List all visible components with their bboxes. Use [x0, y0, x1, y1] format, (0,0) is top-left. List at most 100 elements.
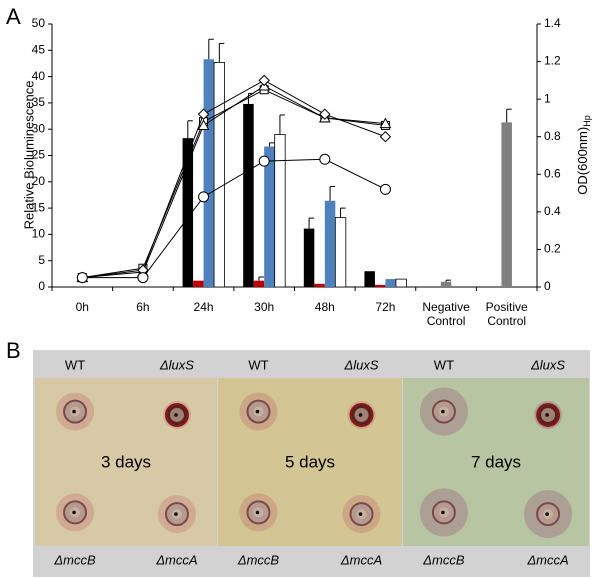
bar — [395, 278, 407, 288]
line — [82, 79, 386, 279]
day-label: 7 days — [471, 452, 521, 471]
marker — [258, 155, 270, 167]
y2-axis-title-main: OD(600nm) — [575, 127, 590, 195]
strain-label: ΔluxS — [344, 357, 379, 372]
bar — [364, 271, 375, 287]
error-bar — [445, 279, 452, 282]
marker — [319, 108, 331, 120]
line — [82, 85, 386, 279]
strain-label: WT — [434, 357, 454, 372]
y2-tick-label: 0.4 — [544, 204, 561, 218]
bar — [274, 134, 286, 288]
bar — [203, 59, 215, 287]
bar — [182, 138, 194, 287]
panel-label: B — [6, 338, 21, 363]
colony-dot — [441, 409, 445, 414]
y2-tick-label: 1.4 — [544, 16, 561, 30]
colony-dot — [72, 409, 76, 414]
error-bar — [506, 108, 512, 123]
strain-label: WT — [65, 357, 85, 372]
y2-tick-label: 0.8 — [544, 129, 561, 143]
marker — [198, 191, 210, 203]
bar — [314, 283, 325, 287]
x-tick-label: 24h — [193, 300, 214, 314]
colony-dot — [545, 413, 549, 417]
x-tick-label: 48h — [314, 300, 335, 314]
y2-tick-label: 1.2 — [544, 54, 561, 68]
y-tick-label: 35 — [32, 95, 46, 109]
x-tick-label: Positive Control — [485, 300, 528, 328]
y-tick-label: 10 — [32, 227, 46, 241]
y-tick-label: 40 — [32, 69, 46, 83]
day-label: 5 days — [285, 452, 335, 471]
y-tick-label: 0 — [38, 279, 45, 293]
strain-label: ΔmccA — [526, 552, 568, 567]
y-tick-label: 15 — [32, 200, 46, 214]
y-axis-title: Relative Bioluminescence — [21, 81, 36, 230]
bar — [303, 228, 315, 287]
marker — [379, 131, 392, 143]
line — [82, 158, 386, 279]
marker — [319, 153, 331, 165]
bar — [253, 280, 265, 287]
marker — [197, 119, 210, 130]
marker — [379, 117, 392, 129]
error-bar — [187, 120, 193, 139]
error-bar — [268, 142, 275, 147]
colony-dot — [358, 413, 363, 417]
error-bar — [279, 114, 285, 135]
y2-axis-title: OD(600nm)Hp — [575, 115, 592, 194]
strain-label: WT — [248, 357, 268, 372]
bar — [440, 281, 452, 287]
y-tick-label: 30 — [32, 121, 46, 135]
panel-label: A — [6, 4, 21, 29]
day-label: 3 days — [101, 452, 151, 471]
y2-tick-label: 1 — [544, 91, 551, 105]
y2-tick-label: 0.2 — [544, 242, 561, 256]
bar — [501, 122, 512, 287]
marker — [137, 272, 149, 284]
x-tick-label: Negative Control — [422, 300, 470, 328]
bar — [385, 279, 396, 287]
y-tick-label: 5 — [38, 253, 45, 267]
bar — [243, 103, 254, 288]
marker — [76, 272, 88, 284]
colony-dot — [174, 512, 178, 516]
colony-dot — [255, 409, 260, 414]
error-bar — [340, 207, 346, 218]
colony-dot — [441, 510, 445, 515]
bar — [334, 217, 347, 288]
strain-label: ΔluxS — [159, 357, 194, 372]
bar — [193, 280, 204, 287]
error-bar — [258, 276, 264, 281]
strain-label: ΔluxS — [530, 357, 565, 372]
colony-dot — [174, 413, 178, 417]
bar — [213, 61, 225, 288]
y-tick-label: 25 — [32, 148, 46, 162]
marker — [258, 74, 270, 87]
bar — [324, 200, 336, 287]
strain-label: ΔmccB — [53, 552, 96, 567]
y2-tick-label: 0.6 — [544, 166, 561, 180]
x-tick-label: 0h — [75, 300, 89, 314]
x-tick-label: 6h — [136, 300, 150, 314]
y-tick-label: 20 — [32, 174, 46, 188]
marker — [379, 183, 391, 195]
strain-label: ΔmccA — [155, 552, 197, 567]
error-bar — [218, 42, 225, 63]
error-bar — [308, 217, 315, 229]
strain-label: ΔmccB — [422, 552, 465, 567]
colony-dot — [358, 512, 363, 516]
x-tick-label: 30h — [254, 300, 275, 314]
bar — [374, 284, 386, 287]
y2-axis-title-sub: Hp — [582, 115, 592, 127]
strain-label: ΔmccB — [237, 552, 280, 567]
colony-dot — [545, 512, 549, 516]
strain-label: ΔmccA — [340, 552, 382, 567]
y-tick-label: 50 — [32, 16, 46, 30]
colony-dot — [255, 510, 260, 515]
y2-tick-label: 0 — [544, 279, 551, 293]
x-tick-label: 72h — [375, 300, 396, 314]
